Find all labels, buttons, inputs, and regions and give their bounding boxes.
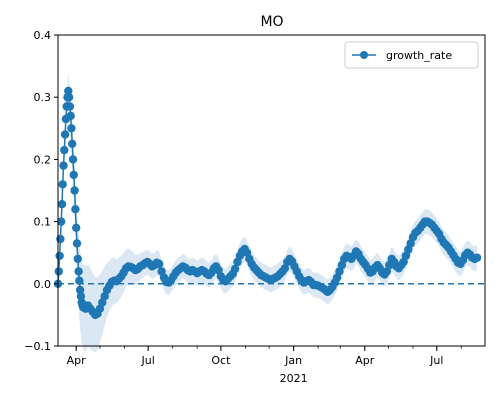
data-point bbox=[55, 251, 64, 260]
y-tick-label: 0.1 bbox=[34, 216, 52, 229]
data-point bbox=[74, 267, 83, 276]
y-tick-label: 0.3 bbox=[34, 91, 52, 104]
y-axis: −0.1 0.0 0.1 0.2 0.3 0.4 bbox=[24, 29, 58, 353]
y-tick-label: −0.1 bbox=[24, 340, 51, 353]
legend-marker-swatch bbox=[360, 51, 368, 59]
x-tick-label: Apr bbox=[355, 354, 375, 367]
legend-box bbox=[344, 41, 479, 69]
data-point bbox=[230, 264, 240, 274]
data-point bbox=[60, 130, 70, 139]
x-tick-label: Apr bbox=[67, 354, 87, 367]
data-point bbox=[58, 180, 67, 189]
data-point bbox=[68, 139, 77, 148]
data-point bbox=[76, 292, 86, 301]
data-point bbox=[57, 217, 66, 226]
data-point bbox=[75, 285, 85, 295]
legend: growth_rate bbox=[344, 41, 479, 69]
data-point bbox=[59, 161, 68, 170]
data-point bbox=[382, 267, 392, 276]
x-tick-label: Jan bbox=[284, 354, 302, 367]
confidence-band bbox=[58, 74, 478, 353]
x-tick-label: Jul bbox=[429, 354, 443, 367]
data-point bbox=[72, 223, 81, 232]
data-point bbox=[66, 111, 75, 121]
data-point bbox=[56, 234, 65, 244]
y-tick-label: 0.4 bbox=[34, 29, 52, 42]
plot-area bbox=[53, 74, 485, 353]
x-tick-year-label: 2021 bbox=[280, 372, 308, 385]
plot-frame bbox=[57, 34, 486, 347]
data-point bbox=[64, 86, 73, 96]
data-point bbox=[75, 276, 84, 285]
data-point bbox=[57, 200, 67, 209]
x-tick-label: Jul bbox=[141, 354, 155, 367]
data-point bbox=[72, 239, 82, 248]
y-tick-label: 0.0 bbox=[34, 278, 52, 291]
data-point bbox=[54, 267, 63, 276]
data-point bbox=[60, 145, 69, 155]
y-tick-label: 0.2 bbox=[34, 153, 52, 166]
data-point bbox=[65, 102, 75, 111]
legend-label: growth_rate bbox=[386, 49, 452, 62]
data-point bbox=[68, 155, 78, 164]
data-point bbox=[73, 254, 83, 264]
data-point bbox=[280, 264, 290, 273]
data-point bbox=[67, 124, 76, 133]
x-axis: Apr Jul Oct Jan 2021 Apr Jul bbox=[67, 346, 462, 385]
x-tick-label: Oct bbox=[211, 354, 231, 367]
data-point bbox=[98, 298, 107, 307]
data-point bbox=[64, 93, 74, 102]
data-point bbox=[70, 186, 79, 195]
data-point bbox=[155, 259, 164, 269]
data-point bbox=[472, 253, 482, 262]
data-point bbox=[69, 170, 79, 180]
data-point bbox=[71, 205, 80, 214]
data-point bbox=[335, 267, 344, 276]
chart-title: MO bbox=[260, 14, 283, 30]
